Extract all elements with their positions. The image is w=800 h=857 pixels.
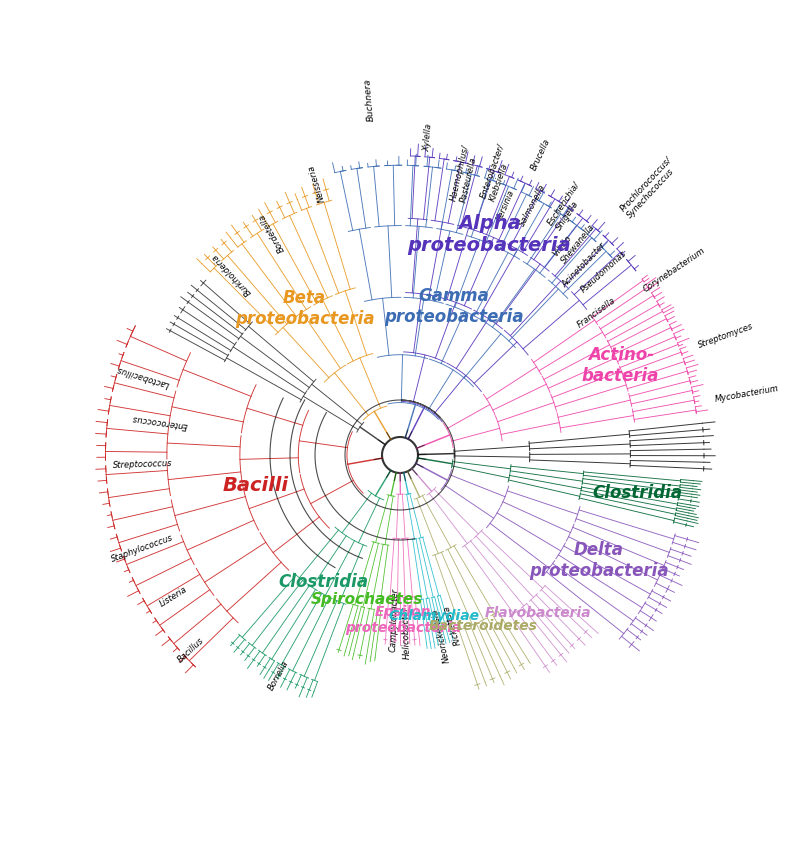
Text: Campylobacter: Campylobacter <box>389 588 400 652</box>
Text: Clostridia: Clostridia <box>592 483 682 501</box>
Text: Corynebacterium: Corynebacterium <box>642 246 707 294</box>
Text: Haemophilus/
Pasteurella: Haemophilus/ Pasteurella <box>449 143 481 204</box>
Text: Enterococcus: Enterococcus <box>131 413 188 429</box>
Text: Vibrio
Shewanella: Vibrio Shewanella <box>551 216 596 266</box>
Text: Beta
proteobacteria: Beta proteobacteria <box>235 289 374 327</box>
Text: Borrelia: Borrelia <box>266 658 290 692</box>
Text: Spirochaetes: Spirochaetes <box>310 591 423 607</box>
Text: Francisella: Francisella <box>575 296 617 329</box>
Text: Burkholderia: Burkholderia <box>210 252 254 297</box>
Text: Acinetobacter: Acinetobacter <box>560 241 607 289</box>
Text: Actino-
bacteria: Actino- bacteria <box>582 346 659 386</box>
Text: Streptococcus: Streptococcus <box>112 458 172 470</box>
Text: Mycobacterium: Mycobacterium <box>714 384 780 404</box>
Text: Clostridia: Clostridia <box>278 572 369 590</box>
Text: Escherichia/
Shigella: Escherichia/ Shigella <box>546 179 590 232</box>
Text: Helicobacter: Helicobacter <box>401 606 412 660</box>
Text: Bacteroidetes: Bacteroidetes <box>429 619 538 632</box>
Text: Staphylococcus: Staphylococcus <box>110 534 174 565</box>
Text: Listeria: Listeria <box>158 584 189 608</box>
Text: Lactobacillus: Lactobacillus <box>115 364 170 388</box>
Text: Bacillus: Bacillus <box>176 636 206 664</box>
Text: Bacilli: Bacilli <box>222 476 288 495</box>
Text: Prochlorococcus/
Synechococcus: Prochlorococcus/ Synechococcus <box>618 155 681 220</box>
Text: Alpha
proteobacteria: Alpha proteobacteria <box>407 214 571 255</box>
Text: Gamma
proteobacteria: Gamma proteobacteria <box>384 287 524 326</box>
Text: Flavobacteria: Flavobacteria <box>485 607 591 620</box>
Text: Enterobacter/
Klebsiella: Enterobacter/ Klebsiella <box>478 142 516 203</box>
Text: Brucella: Brucella <box>529 136 552 171</box>
Text: Buchnera: Buchnera <box>362 78 375 122</box>
Text: Salmonella: Salmonella <box>518 183 548 228</box>
Text: Streptomyces: Streptomyces <box>698 322 755 351</box>
Text: Pseudomonas: Pseudomonas <box>579 249 628 295</box>
Text: Xylella: Xylella <box>422 123 434 152</box>
Text: Delta
proteobacteria: Delta proteobacteria <box>529 542 669 580</box>
Text: Neorickettsia: Neorickettsia <box>431 608 452 663</box>
Text: Yersinia: Yersinia <box>495 189 517 222</box>
Text: Neisseria: Neisseria <box>307 164 327 203</box>
Text: Rickettsia: Rickettsia <box>442 604 462 646</box>
Text: Chlamydiae: Chlamydiae <box>389 609 480 623</box>
Text: Bordetella: Bordetella <box>257 212 286 254</box>
Text: Epsilon
proteobacteria: Epsilon proteobacteria <box>345 605 461 635</box>
